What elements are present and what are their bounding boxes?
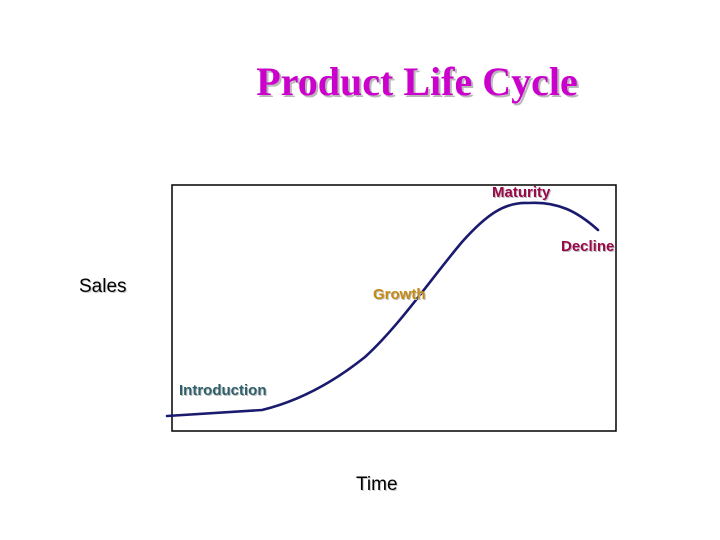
sales-curve xyxy=(165,201,600,418)
stage-label-decline: Decline xyxy=(561,238,615,255)
stage-label-introduction: Introduction xyxy=(179,382,267,399)
plot-frame xyxy=(171,184,617,432)
x-axis-label: Time xyxy=(356,474,398,495)
y-axis-label: Sales xyxy=(79,276,127,297)
page-title: Product Life Cycle xyxy=(256,59,578,104)
stage-label-growth: Growth xyxy=(373,286,426,303)
stage-label-maturity: Maturity xyxy=(492,184,551,201)
